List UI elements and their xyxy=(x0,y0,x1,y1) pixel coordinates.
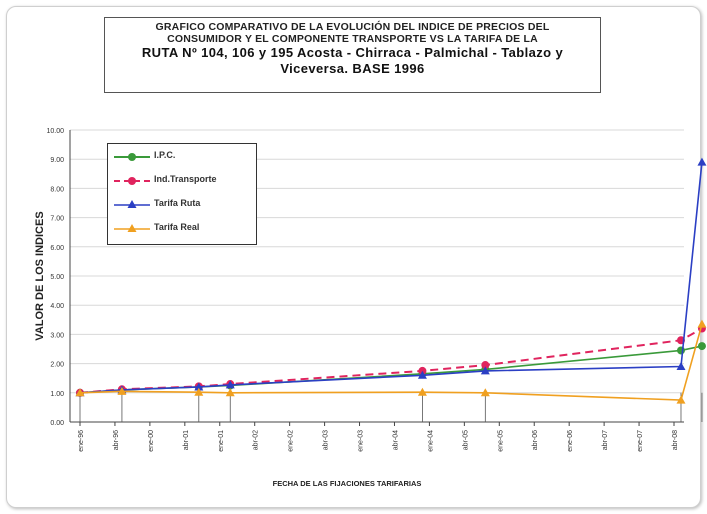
x-tick-label: abr-05 xyxy=(462,430,469,450)
legend-item-tarifa-ruta: Tarifa Ruta xyxy=(108,196,256,214)
title-line-4: Viceversa. BASE 1996 xyxy=(280,61,425,76)
legend-label: Ind.Transporte xyxy=(154,174,217,184)
y-tick-label: 7.00 xyxy=(50,216,64,223)
data-point xyxy=(194,382,204,391)
y-tick-label: 9.00 xyxy=(50,157,64,164)
legend-label: I.P.C. xyxy=(154,150,176,160)
y-tick-label: 10.00 xyxy=(46,128,64,135)
data-point xyxy=(417,387,427,396)
x-tick-label: abr-08 xyxy=(672,430,679,450)
x-tick-label: ene-04 xyxy=(427,430,434,452)
y-tick-label: 4.00 xyxy=(50,303,64,310)
title-line-3: RUTA Nº 104, 106 y 195 Acosta - Chirraca… xyxy=(141,45,564,60)
x-tick-label: abr-01 xyxy=(183,430,190,450)
x-tick-label: ene-96 xyxy=(78,430,85,452)
data-point xyxy=(480,388,490,397)
y-tick-label: 2.00 xyxy=(50,362,64,369)
data-point xyxy=(676,346,685,355)
x-tick-label: abr-02 xyxy=(253,430,260,450)
legend-item-tarifa-real: Tarifa Real xyxy=(108,220,256,238)
y-tick-label: 0.00 xyxy=(50,420,64,427)
y-tick-label: 8.00 xyxy=(50,186,64,193)
legend-symbol-transporte xyxy=(114,177,150,185)
x-axis-title: FECHA DE LAS FIJACIONES TARIFARIAS xyxy=(273,479,422,488)
data-point xyxy=(117,386,127,395)
data-point xyxy=(225,388,235,397)
series-line-1 xyxy=(79,327,703,394)
legend-symbol-tarifa-ruta xyxy=(114,200,150,208)
legend-item-transporte: Ind.Transporte xyxy=(108,172,256,190)
x-tick-label: abr-06 xyxy=(532,430,539,450)
x-tick-label: ene-00 xyxy=(148,430,155,452)
legend-label: Tarifa Real xyxy=(154,222,200,232)
x-tick-label: abr-04 xyxy=(392,430,399,450)
x-tick-label: ene-02 xyxy=(288,430,295,452)
legend: I.P.C. Ind.Transporte Tarifa Ruta Tarifa… xyxy=(107,143,257,245)
series-line-3 xyxy=(79,323,703,401)
data-point xyxy=(225,380,235,389)
data-point xyxy=(417,370,427,379)
y-tick-label: 6.00 xyxy=(50,245,64,252)
data-point xyxy=(697,342,706,351)
x-tick-label: ene-06 xyxy=(567,430,574,452)
series-line-2 xyxy=(79,162,703,394)
y-tick-label: 3.00 xyxy=(50,332,64,339)
data-point xyxy=(75,388,85,397)
x-tick-label: ene-05 xyxy=(497,430,504,452)
y-tick-label: 1.00 xyxy=(50,391,64,398)
legend-label: Tarifa Ruta xyxy=(154,198,201,208)
x-tick-label: abr-96 xyxy=(113,430,120,450)
chart-title-box: GRAFICO COMPARATIVO DE LA EVOLUCIÓN DEL … xyxy=(104,17,601,93)
x-tick-label: ene-01 xyxy=(218,430,225,452)
data-point xyxy=(697,157,707,166)
legend-symbol-tarifa-real xyxy=(114,224,150,232)
y-axis-title: VALOR DE LOS INDICES xyxy=(34,211,46,340)
legend-item-ipc: I.P.C. xyxy=(108,148,256,166)
data-point xyxy=(676,362,686,371)
x-tick-label: ene-03 xyxy=(358,430,365,452)
title-line-1: GRAFICO COMPARATIVO DE LA EVOLUCIÓN DEL … xyxy=(155,21,550,33)
data-point xyxy=(194,387,204,396)
data-point xyxy=(480,366,490,375)
legend-symbol-ipc xyxy=(114,153,150,161)
data-point xyxy=(697,319,707,328)
y-tick-label: 5.00 xyxy=(50,274,64,281)
title-line-2: CONSUMIDOR Y EL COMPONENTE TRANSPORTE VS… xyxy=(167,33,538,45)
x-tick-label: abr-07 xyxy=(602,430,609,450)
data-point xyxy=(676,395,686,404)
x-tick-label: abr-03 xyxy=(323,430,330,450)
data-point xyxy=(481,361,490,370)
x-tick-label: ene-07 xyxy=(637,430,644,452)
series-line-0 xyxy=(79,345,703,394)
